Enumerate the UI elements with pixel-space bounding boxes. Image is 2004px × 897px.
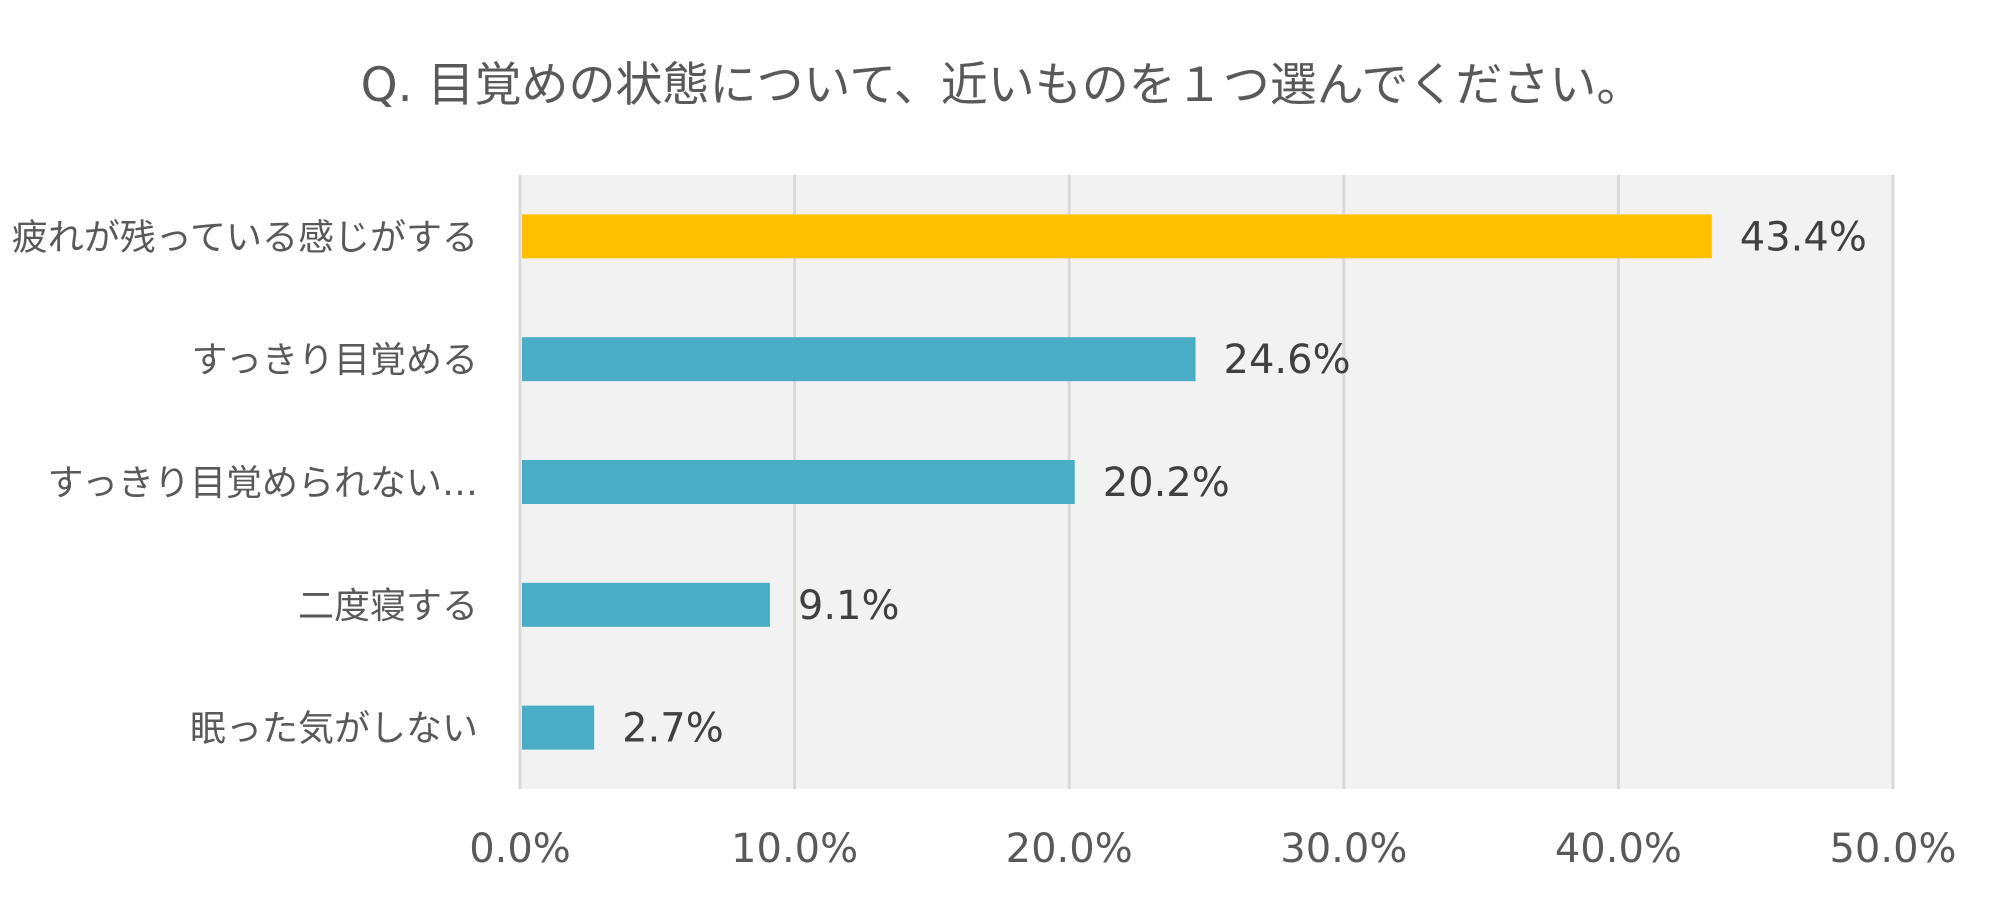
data-label: 24.6% bbox=[1224, 337, 1351, 383]
category-label: 疲れが残っている感じがする bbox=[12, 217, 478, 258]
category-label: すっきり目覚められない… bbox=[47, 463, 478, 504]
x-tick-label: 30.0% bbox=[1280, 826, 1407, 872]
bars bbox=[522, 214, 1712, 750]
x-tick-label: 10.0% bbox=[731, 826, 858, 872]
data-label: 20.2% bbox=[1103, 460, 1230, 506]
value-labels: 43.4% 24.6% 20.2% 9.1% 2.7% bbox=[622, 214, 1867, 751]
category-label: 眠った気がしない bbox=[190, 709, 478, 750]
category-label: 二度寝する bbox=[298, 586, 478, 627]
data-label: 9.1% bbox=[798, 583, 900, 629]
data-label: 43.4% bbox=[1740, 214, 1867, 260]
data-label: 2.7% bbox=[622, 706, 724, 752]
chart-title: Q. 目覚めの状態について、近いものを１つ選んでください。 bbox=[360, 58, 1644, 113]
x-tick-label: 40.0% bbox=[1555, 826, 1682, 872]
bar bbox=[522, 460, 1075, 504]
x-tick-labels: 0.0% 10.0% 20.0% 30.0% 40.0% 50.0% bbox=[469, 826, 1956, 872]
bar bbox=[522, 705, 595, 750]
x-tick-label: 0.0% bbox=[469, 826, 571, 872]
bar bbox=[522, 582, 770, 627]
bar bbox=[522, 214, 1712, 259]
category-label: すっきり目覚める bbox=[191, 340, 478, 381]
bar bbox=[522, 337, 1196, 382]
x-tick-label: 20.0% bbox=[1006, 826, 1133, 872]
x-tick-label: 50.0% bbox=[1829, 826, 1956, 872]
